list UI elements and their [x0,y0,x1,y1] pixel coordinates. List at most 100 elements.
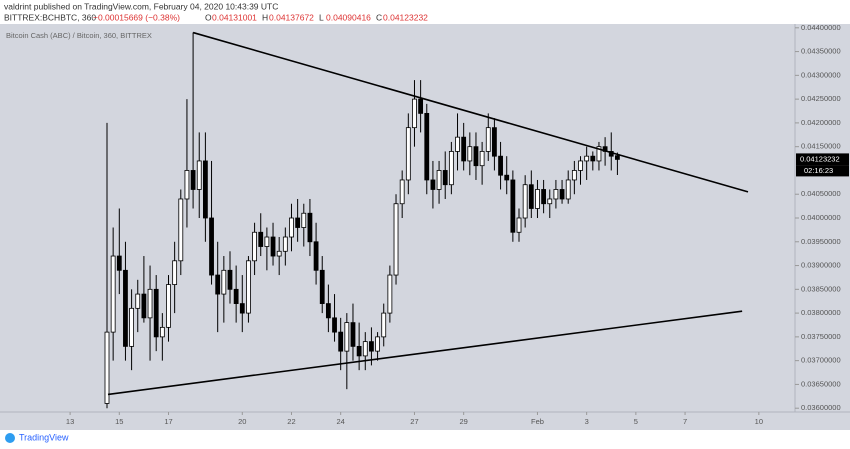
candle-body [184,170,190,200]
candle-body [350,322,356,347]
brand-logo: TradingView [5,432,69,443]
trendline [192,31,749,193]
candle-body [313,241,319,271]
candle-body [282,236,288,252]
candle-body [418,98,424,114]
countdown-box [796,165,849,177]
candle-body [442,170,448,186]
candle-body [166,284,171,328]
x-tick-label: 15 [115,417,123,426]
candle-body [104,331,110,404]
candle-body [578,160,583,171]
publish-header: valdrint published on TradingView.com, F… [4,1,278,11]
candle-body [516,217,522,233]
x-tick-label: 22 [287,417,295,426]
candle-body [485,127,491,152]
candle-body [307,212,313,243]
ohlc-letter: C [376,12,382,22]
y-tick-label: 0.03850000 [801,284,841,293]
candle-body [559,189,565,200]
x-tick-label: 27 [410,417,418,426]
candle-body [178,198,184,262]
candle-body [473,146,479,167]
x-tick-label: 29 [459,417,467,426]
change: −0.00015669 (−0.38%) [93,12,180,22]
candle-body [264,236,270,247]
ohlc-value: 0.04090416 [326,12,371,22]
symbol: BITTREX:BCHBTC, 360 [4,12,96,22]
x-tick-label: 7 [683,417,687,426]
candle-body [196,160,202,190]
candle-body [258,231,264,247]
candle-body [424,112,430,181]
candle-body [270,236,276,257]
candle-body [325,303,331,319]
candle-body [295,217,301,228]
candle-body [615,155,620,160]
candle-body [338,331,344,352]
brand: TradingView [19,432,69,442]
candle-body [393,203,399,276]
candle-body [492,127,497,157]
candle-body [227,269,233,290]
candle-body [301,212,307,228]
x-tick-label: 13 [66,417,74,426]
candle-body [436,170,442,190]
candle-body [375,336,380,352]
candle-body [233,288,239,304]
y-tick-label: 0.03800000 [801,308,841,317]
candle-body [190,170,196,190]
price-label: 0.04123232 [800,154,840,163]
candle-body [369,341,374,352]
candle-body [547,198,553,205]
x-tick-label: 24 [337,417,345,426]
x-tick-label: Feb [531,417,544,426]
logo-icon [5,433,15,443]
candle-body [541,189,547,205]
candle-body [528,184,534,209]
candle-body [461,136,467,162]
y-tick-label: 0.04000000 [801,213,841,222]
candle-body [252,231,257,262]
x-tick-label: 10 [755,417,763,426]
candle-body [110,255,116,333]
pane-title: Bitcoin Cash (ABC) / Bitcoin, 360, BITTR… [6,31,152,40]
candle-body [116,255,122,271]
y-tick-label: 0.04400000 [801,23,841,32]
candle-body [522,184,528,219]
candle-body [172,260,178,285]
candle-body [135,293,141,309]
candle-body [448,151,454,186]
candle-body [202,160,208,219]
ohlc-letter: L [319,12,324,22]
y-tick-label: 0.04300000 [801,70,841,79]
candle-body [356,345,362,357]
y-tick-label: 0.04150000 [801,142,841,151]
candle-body [498,155,503,176]
y-tick-label: 0.03950000 [801,237,841,246]
candle-body [221,269,227,295]
candle-body [430,179,436,190]
candle-body [455,136,460,152]
candle-body [504,174,510,181]
candle-body [215,274,221,295]
candle-body [535,189,540,209]
y-tick-label: 0.03600000 [801,403,841,412]
x-tick-label: 3 [585,417,589,426]
y-tick-label: 0.03900000 [801,261,841,270]
y-tick-label: 0.04350000 [801,47,841,56]
candle-body [344,322,350,352]
candle-body [412,98,417,129]
candle-body [399,179,405,205]
y-tick-label: 0.03700000 [801,356,841,365]
candle-body [565,179,571,200]
y-tick-label: 0.04200000 [801,118,841,127]
candle-body [584,155,590,162]
y-tick-label: 0.03750000 [801,332,841,341]
y-tick-label: 0.04250000 [801,94,841,103]
candle-body [553,189,559,200]
ohlc-value: 0.04137672 [269,12,314,22]
candle-body [479,151,485,167]
candle-body [209,217,214,276]
